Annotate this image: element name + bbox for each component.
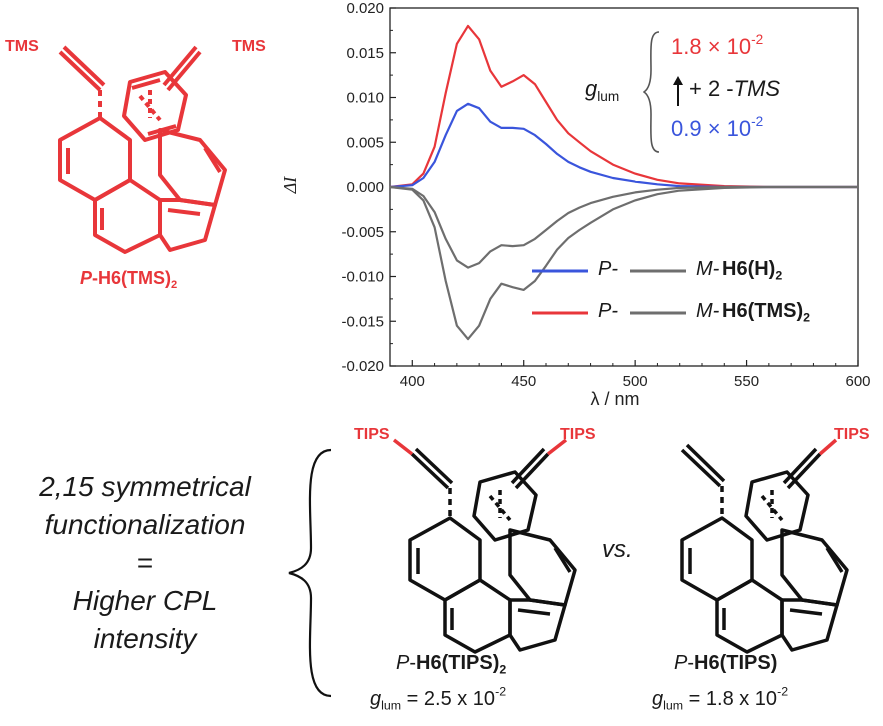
x-tick-label: 550 [734, 373, 759, 390]
tips-glum: glum = 1.8 x 10-2 [652, 684, 789, 713]
tips-name: P-H6(TIPS) [674, 652, 778, 674]
top-molecule-name: P-H6(TMS)2 [80, 268, 178, 291]
chart-legend: P- M- H6(H)2 P- M- H6(TMS)2 [530, 256, 880, 346]
series-line-0 [389, 24, 858, 189]
tips-right-label: TIPS [834, 426, 870, 443]
glum-annotation: glum 1.8 × 10-2 + 2 -TMS 0.9 × 10-2 [585, 30, 875, 153]
tips-molecule: TIPS P-H6(TIPS) glum = 1.8 x 10-2 [630, 420, 883, 726]
y-tick-label: -0.020 [341, 358, 384, 375]
conclusion-text: 2,15 symmetrical functionalization = Hig… [0, 468, 290, 658]
glum-annotation-label: glum [585, 76, 620, 104]
series-line-2 [389, 185, 858, 341]
x-tick-label: 500 [623, 373, 648, 390]
legend-entry-h6tms: P- M- H6(TMS)2 [530, 298, 870, 328]
legend-m-label: M- [696, 300, 720, 322]
y-tick-label: 0.015 [346, 45, 384, 62]
vs-label: vs. [602, 536, 633, 563]
tips2-molecule: TIPS TIPS P-H6(TIPS)2 glum = 2.5 x 10-2 [340, 420, 600, 726]
y-axis-label: ΔI [280, 176, 300, 195]
tips2-glum: glum = 2.5 x 10-2 [370, 684, 507, 713]
tms-left-label: TMS [5, 38, 39, 55]
conclusion-line-4: Higher CPL [72, 585, 218, 616]
y-tick-label: 0.005 [346, 134, 384, 151]
y-tick-label: -0.015 [341, 313, 384, 330]
x-tick-label: 400 [400, 373, 425, 390]
glum-high-value: 1.8 × 10-2 [671, 31, 764, 59]
series-line-1 [389, 102, 858, 189]
tips2-name: P-H6(TIPS)2 [396, 652, 507, 677]
legend-compound-label: H6(H)2 [722, 258, 783, 283]
x-axis-label: λ / nm [590, 389, 639, 409]
chart-series-layer [389, 24, 858, 341]
tms-increase-label: + 2 -TMS [689, 76, 781, 101]
chart-axes: 400 450 500 550 600 -0.020 -0.015 -0.010 -0.005 0… [341, 0, 870, 390]
helicene-tips-structure [680, 438, 849, 654]
tms-right-label: TMS [232, 38, 266, 55]
y-tick-label: -0.010 [341, 269, 384, 286]
glum-low-value: 0.9 × 10-2 [671, 113, 764, 141]
conclusion-line-2: functionalization [44, 509, 246, 540]
conclusion-line-1: 2,15 symmetrical [39, 471, 251, 502]
legend-m-label: M- [696, 258, 720, 280]
conclusion-line-5: intensity [93, 623, 197, 654]
conclusion-line-3: = [136, 547, 154, 578]
conclusion-brace [288, 448, 332, 698]
increase-arrow [673, 76, 683, 106]
tips-right-label: TIPS [560, 426, 596, 443]
helicene-tms-structure [58, 45, 227, 254]
x-tick-label: 450 [511, 373, 536, 390]
tips-left-label: TIPS [354, 426, 390, 443]
y-tick-label: 0.010 [346, 90, 384, 107]
annotation-brace [643, 31, 660, 153]
helicene-tips2-structure [392, 438, 577, 654]
y-tick-label: 0.000 [346, 179, 384, 196]
y-tick-label: 0.020 [346, 0, 384, 17]
y-tick-label: -0.005 [341, 224, 384, 241]
legend-p-label: P- [598, 258, 618, 280]
top-molecule: TMS TMS P-H6(TMS)2 [0, 0, 266, 300]
legend-compound-label: H6(TMS)2 [722, 300, 811, 325]
series-line-3 [389, 185, 858, 269]
legend-entry-h6h: P- M- H6(H)2 [530, 256, 870, 286]
legend-p-label: P- [598, 300, 618, 322]
cpl-spectrum-chart: 400 450 500 550 600 -0.020 -0.015 -0.010 -0.005 0… [280, 0, 871, 409]
x-tick-label: 600 [845, 373, 870, 390]
